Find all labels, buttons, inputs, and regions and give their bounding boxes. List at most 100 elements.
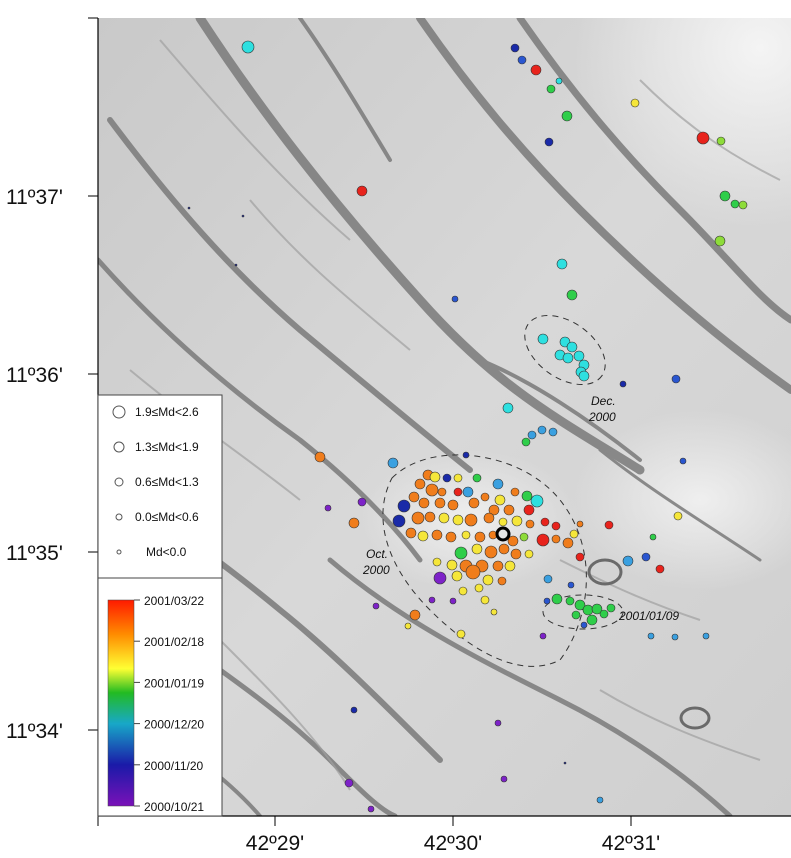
earthquake-event bbox=[619, 380, 627, 388]
earthquake-event bbox=[234, 263, 238, 267]
x-tick-label-4231: 42º31' bbox=[602, 832, 660, 855]
earthquake-event bbox=[498, 517, 508, 527]
y-tick-label-1136: 11º36' bbox=[6, 364, 63, 387]
earthquake-event bbox=[566, 289, 578, 301]
earthquake-event bbox=[606, 603, 616, 613]
earthquake-events bbox=[187, 40, 748, 813]
earthquake-event bbox=[576, 520, 584, 528]
earthquake-event bbox=[530, 494, 544, 508]
earthquake-event bbox=[503, 504, 515, 516]
earthquake-event bbox=[630, 98, 640, 108]
earthquake-event bbox=[671, 633, 679, 641]
earthquake-event bbox=[442, 473, 452, 483]
earthquake-event bbox=[544, 137, 554, 147]
earthquake-event bbox=[517, 55, 527, 65]
minor-fissures bbox=[129, 39, 781, 791]
earthquake-event bbox=[641, 552, 651, 562]
earthquake-event bbox=[551, 534, 561, 544]
earthquake-event bbox=[428, 596, 436, 604]
earthquake-event bbox=[696, 131, 710, 145]
earthquake-event bbox=[434, 497, 446, 509]
earthquake-event bbox=[424, 511, 436, 523]
earthquake-event bbox=[551, 521, 561, 531]
earthquake-event bbox=[671, 374, 681, 384]
earthquake-event bbox=[556, 258, 568, 270]
earthquake-event bbox=[241, 214, 245, 218]
earthquake-event bbox=[536, 533, 550, 547]
earthquake-event bbox=[586, 614, 598, 626]
earthquake-event bbox=[433, 571, 447, 585]
x-tick-label-4230: 42º30' bbox=[424, 832, 482, 855]
earthquake-event bbox=[551, 593, 563, 605]
earthquake-event bbox=[494, 494, 506, 506]
earthquake-event bbox=[500, 775, 508, 783]
earthquake-event bbox=[511, 515, 523, 527]
earthquake-event bbox=[449, 597, 457, 605]
earthquake-event bbox=[649, 533, 657, 541]
earthquake-event bbox=[418, 497, 430, 509]
earthquake-event bbox=[527, 430, 537, 440]
magnitude-legend-label: 1.9≤Md<2.6 bbox=[135, 405, 199, 419]
earthquake-event bbox=[438, 512, 450, 524]
date-legend-label: 2000/10/21 bbox=[144, 800, 204, 814]
y-tick-label-1137: 11º37' bbox=[6, 186, 63, 209]
date-legend-label: 2000/12/20 bbox=[144, 718, 204, 732]
earthquake-event bbox=[187, 206, 191, 210]
earthquake-event bbox=[604, 520, 614, 530]
fault-scarps bbox=[98, 18, 791, 816]
earthquake-event bbox=[507, 535, 519, 547]
earthquake-event bbox=[431, 529, 443, 541]
earthquake-event bbox=[344, 778, 354, 788]
earthquake-event bbox=[494, 719, 502, 727]
earthquake-event bbox=[537, 425, 547, 435]
crater-south bbox=[679, 706, 711, 730]
earthquake-event bbox=[451, 295, 459, 303]
earthquake-event bbox=[502, 402, 514, 414]
earthquake-event bbox=[480, 595, 490, 605]
earthquake-event bbox=[453, 487, 463, 497]
earthquake-event bbox=[492, 560, 504, 572]
earthquake-event bbox=[525, 519, 535, 529]
earthquake-event bbox=[510, 43, 520, 53]
annotation-dec: Dec. bbox=[591, 394, 616, 408]
y-tick-label-1135: 11º35' bbox=[6, 542, 63, 565]
earthquake-event bbox=[521, 490, 533, 502]
earthquake-event bbox=[573, 350, 585, 362]
earthquake-event bbox=[408, 491, 420, 503]
earthquake-event bbox=[510, 548, 522, 560]
earthquake-event bbox=[468, 497, 480, 509]
y-tick-label-1134: 11º34' bbox=[6, 720, 63, 743]
earthquake-event bbox=[392, 514, 406, 528]
earthquake-event bbox=[562, 352, 574, 364]
earthquake-event bbox=[546, 84, 556, 94]
earthquake-event bbox=[488, 504, 500, 516]
earthquake-event bbox=[465, 564, 481, 580]
earthquake-event bbox=[567, 581, 575, 589]
dec-2000-outline bbox=[524, 314, 606, 386]
earthquake-event bbox=[504, 560, 516, 572]
earthquake-event bbox=[716, 136, 726, 146]
earthquake-event bbox=[599, 609, 609, 619]
earthquake-event bbox=[446, 559, 458, 571]
earthquake-event bbox=[404, 622, 412, 630]
earthquake-event bbox=[447, 499, 459, 511]
earthquake-event bbox=[578, 370, 590, 382]
earthquake-event bbox=[456, 629, 466, 639]
earthquake-event bbox=[622, 555, 634, 567]
magnitude-legend-symbol bbox=[113, 441, 125, 453]
earthquake-event bbox=[540, 517, 550, 527]
earthquake-event bbox=[425, 483, 439, 497]
earthquake-event bbox=[372, 602, 380, 610]
earthquake-event bbox=[414, 478, 426, 490]
earthquake-event bbox=[555, 77, 563, 85]
earthquake-event bbox=[356, 185, 368, 197]
oct-2000-outline bbox=[382, 454, 587, 667]
earthquake-event bbox=[702, 632, 710, 640]
earthquake-event bbox=[350, 706, 358, 714]
earthquake-event bbox=[464, 513, 478, 527]
earthquake-event bbox=[524, 549, 534, 559]
magnitude-legend-label: 1.3≤Md<1.9 bbox=[135, 440, 199, 454]
earthquake-event bbox=[472, 473, 482, 483]
earthquake-event bbox=[417, 530, 429, 542]
